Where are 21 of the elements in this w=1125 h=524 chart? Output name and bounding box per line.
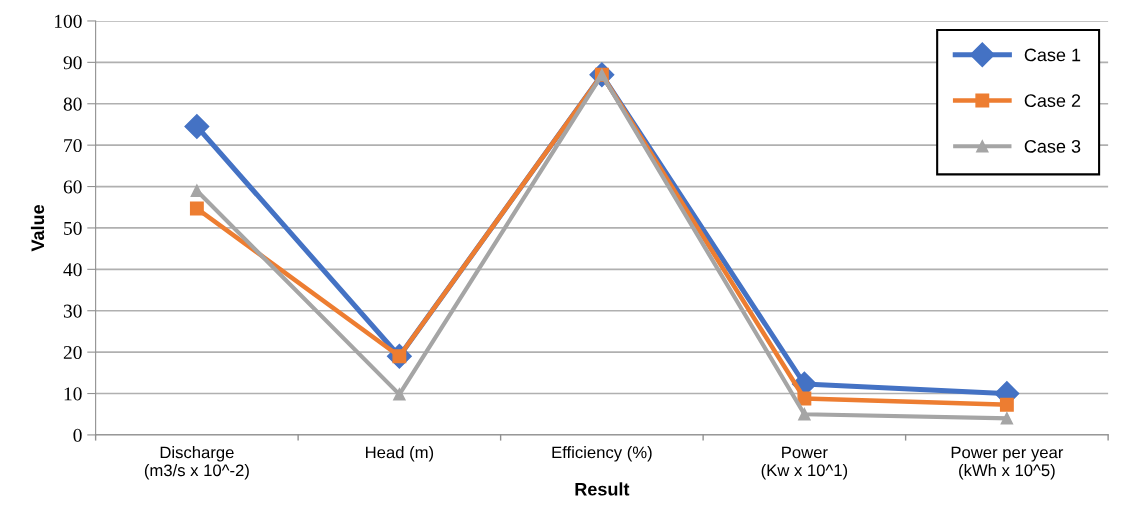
- x-axis-title: Result: [575, 482, 630, 496]
- y-tick-label: 80: [63, 97, 82, 111]
- y-tick-label: 0: [73, 428, 82, 442]
- y-tick-label: 60: [63, 180, 82, 194]
- x-tick-label: Power per year (kWh x 10^5): [951, 446, 1064, 480]
- legend-label: Case 1: [1024, 48, 1081, 62]
- y-tick-label: 90: [63, 56, 82, 70]
- x-tick-label: Discharge (m3/s x 10^-2): [144, 446, 249, 480]
- y-tick-label: 30: [63, 304, 82, 318]
- x-tick-label: Head (m): [366, 446, 434, 462]
- y-tick-label: 10: [64, 387, 82, 401]
- y-tick-label: 100: [54, 14, 82, 28]
- y-tick-label: 50: [64, 221, 82, 235]
- y-axis-title: Value: [30, 204, 45, 252]
- y-tick-label: 40: [63, 263, 82, 277]
- y-tick-label: 70: [64, 138, 82, 153]
- x-tick-label: Efficiency (%): [552, 446, 652, 462]
- y-tick-label: 20: [63, 345, 82, 360]
- x-tick-label: Power (Kw x 10^1): [761, 446, 848, 480]
- legend-label: Case 2: [1024, 94, 1081, 108]
- legend-label: Case 3: [1024, 139, 1081, 153]
